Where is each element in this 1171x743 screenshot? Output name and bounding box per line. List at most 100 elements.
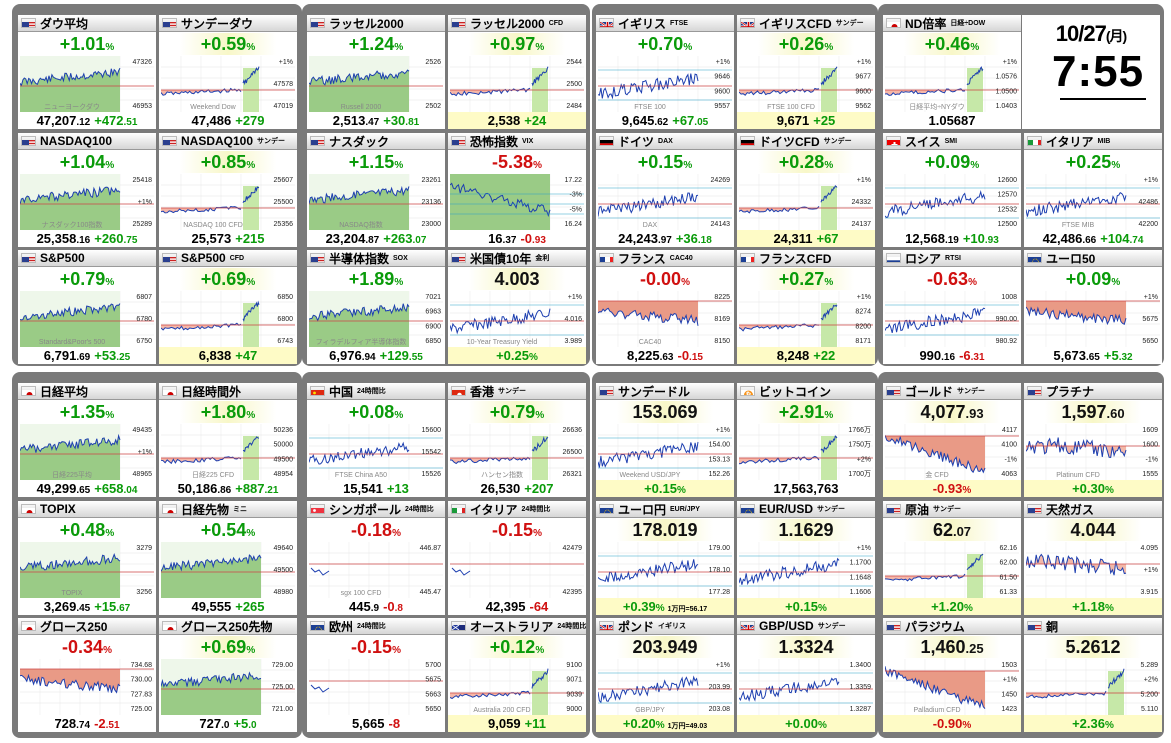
- axis-tick-label: 48954: [274, 471, 294, 478]
- market-tile[interactable]: グロース250先物 +0.69% 729.00 725.00 721.00 727.0 +5…: [159, 618, 297, 732]
- market-tile[interactable]: ユーロ50 +0.09% +1% 5675 5650 5,673.65 +5.32: [1024, 250, 1162, 364]
- tile-change: +0.08%: [348, 402, 404, 422]
- market-tile[interactable]: ラッセル2000 +1.24% Russell 2000 2526 2502 2,513.…: [307, 15, 445, 129]
- market-tile[interactable]: TOPIX +0.48% TOPIX 3279 3256 3,269.45 +15.67: [18, 501, 156, 615]
- market-tile[interactable]: ND倍率 日経÷DOW +0.46% 日経平均÷NYダウ +1% 1.0576 1.0500…: [883, 15, 1021, 129]
- axis-tick-label: 203.08: [709, 706, 731, 713]
- tile-subtitle: ミニ: [233, 506, 248, 513]
- market-tile[interactable]: フランス CAC40 -0.00% CAC40 8225 8169 8150 8,225.63…: [596, 250, 734, 364]
- market-tile[interactable]: 日経先物 ミニ +0.54% 49640 49500 48980 49,555 +265: [159, 501, 297, 615]
- market-tile[interactable]: 中国 24時間比 +0.08% FTSE China A50 15600 15542 155…: [307, 383, 445, 497]
- market-tile[interactable]: 銅 5.2612 5.289 +2% 5.200 5.110 +2.36%: [1024, 618, 1162, 732]
- tile-subtitle: SOX: [393, 254, 408, 262]
- market-tile[interactable]: スイス SMI +0.09% 12600 12570 12532 12500 12,568.1…: [883, 133, 1021, 247]
- market-tile[interactable]: 欧州 24時間比 -0.15% 5700 5675 5663 5650 5,665 -8: [307, 618, 445, 732]
- axis-tick-label: 5675: [425, 677, 441, 684]
- tile-price: 9,059 +11: [448, 715, 586, 732]
- market-tile[interactable]: ナスダック +1.15% NASDAQ指数 23261 23136 23000 23,204…: [307, 133, 445, 247]
- axis-tick-label: 1.1648: [850, 574, 872, 581]
- tile-subtitle: CFD: [229, 254, 245, 262]
- axis-tick-label: +1%: [1003, 677, 1017, 684]
- axis-tick-label: 3279: [136, 545, 152, 552]
- eu-flag-icon: [1027, 253, 1042, 263]
- market-tile[interactable]: NASDAQ100 サンデー +0.85% NASDAQ 100 CFD 25607 25…: [159, 133, 297, 247]
- us-flag-icon: [451, 136, 466, 146]
- market-tile[interactable]: ポンド イギリス 203.949 GBP/JPY +1% 203.99 203.08 +0.2…: [596, 618, 734, 732]
- price-chart: +1% 1.1700 1.1648 1.1606: [738, 542, 873, 598]
- market-tile[interactable]: 天然ガス 4.044 4.095 +1% 3.915 +1.18%: [1024, 501, 1162, 615]
- price-chart: 6850 6800 6743: [160, 291, 295, 347]
- market-tile[interactable]: シンガポール 24時間比 -0.18% sgx 100 CFD 446.87 445.47…: [307, 501, 445, 615]
- market-tile[interactable]: パラジウム 1,460.25 Palladium CFD 1503 +1% 1450 142…: [883, 618, 1021, 732]
- tile-header: ユーロ円 EUR/JPY: [596, 501, 734, 518]
- tile-price: 2,513.47 +30.81: [332, 113, 420, 128]
- sg-flag-icon: [310, 504, 325, 514]
- market-tile[interactable]: 恐怖指数 VIX -5.38% 17.22 -3% -5% 16.24 16.37 -0.93: [448, 133, 586, 247]
- tile-name: TOPIX: [40, 502, 76, 516]
- market-tile[interactable]: NASDAQ100 +1.04% ナスダック100指数 25418 +1% 25289 25…: [18, 133, 156, 247]
- tile-price: 15,541 +13: [343, 481, 409, 496]
- tile-change: -0.15%: [351, 637, 401, 657]
- axis-tick-label: 990.00: [996, 316, 1018, 323]
- market-tile[interactable]: イギリス FTSE +0.70% FTSE 100 +1% 9646 9600 9557 9,6…: [596, 15, 734, 129]
- axis-tick-label: +2%: [857, 456, 871, 463]
- axis-tick-label: 49500: [274, 567, 294, 574]
- axis-tick-label: 48980: [274, 589, 294, 596]
- market-tile[interactable]: プラチナ 1,597.60 Platinum CFD 1609 1600 -1% 1555 +…: [1024, 383, 1162, 497]
- market-tile[interactable]: GBP/USD サンデー 1.3324 1.3400 1.3359 1.3287 +0.00…: [737, 618, 875, 732]
- market-tile[interactable]: EUR/USD サンデー 1.1629 +1% 1.1700 1.1648 1.1606 +0…: [737, 501, 875, 615]
- tile-header: イタリア 24時間比: [448, 501, 586, 518]
- market-tile[interactable]: 原油 サンデー 62.07 62.16 62.00 61.50 61.33 +1.20%: [883, 501, 1021, 615]
- axis-tick-label: 42395: [563, 589, 583, 596]
- us-flag-icon: [886, 386, 901, 396]
- market-tile[interactable]: ₿ ビットコイン +2.91% 1766万 1750万 +2% 1700万 17,563,76…: [737, 383, 875, 497]
- market-tile[interactable]: ラッセル2000 CFD +0.97% 2544 2500 2484 2,538 +24: [448, 15, 586, 129]
- market-tile[interactable]: 香港 サンデー +0.79% ハンセン指数 26636 26500 26321 26,530 +…: [448, 383, 586, 497]
- market-tile[interactable]: ドイツ DAX +0.15% DAX 24269 24143 24,243.97 +36.18: [596, 133, 734, 247]
- market-tile[interactable]: S&P500 CFD +0.69% 6850 6800 6743 6,838 +47: [159, 250, 297, 364]
- tile-change: -0.15%: [492, 520, 542, 540]
- market-tile[interactable]: オーストラリア 24時間比 +0.12% Australia 200 CFD 9100 9…: [448, 618, 586, 732]
- axis-tick-label: 23000: [422, 221, 442, 228]
- market-tile[interactable]: グロース250 -0.34% 734.68 730.00 727.83 725.00 728…: [18, 618, 156, 732]
- market-tile[interactable]: イギリスCFD サンデー +0.26% FTSE 100 CFD +1% 9677 9600…: [737, 15, 875, 129]
- tile-header: スイス SMI: [883, 133, 1021, 150]
- market-tile[interactable]: ロシア RTSI -0.63% 1008 990.00 980.92 990.16 -6.31: [883, 250, 1021, 364]
- axis-tick-label: +1%: [857, 294, 871, 301]
- axis-tick-label: 24137: [852, 221, 872, 228]
- fr-flag-icon: [740, 253, 755, 263]
- axis-tick-label: +1%: [138, 449, 152, 456]
- price-chart: フィラデルフィア半導体指数 7021 6963 6900 6850: [308, 291, 443, 347]
- axis-tick-label: 3.989: [564, 338, 582, 345]
- market-tile[interactable]: ドイツCFD サンデー +0.28% +1% 24332 24137 24,311 +67: [737, 133, 875, 247]
- market-tile[interactable]: ユーロ円 EUR/JPY 178.019 179.00 178.10 177.28 +0.3…: [596, 501, 734, 615]
- tile-name: プラチナ: [1046, 384, 1095, 399]
- market-tile[interactable]: イタリア MIB +0.25% FTSE MIB +1% 42486 42200 42,486…: [1024, 133, 1162, 247]
- tile-name: ゴールド: [905, 384, 954, 399]
- axis-tick-label: 23136: [422, 199, 442, 206]
- tile-price: 728.74 -2.51: [54, 716, 120, 731]
- market-tile[interactable]: S&P500 +0.79% Standard&Poor's 500 6807 6780 6…: [18, 250, 156, 364]
- axis-tick-label: 1423: [1001, 706, 1017, 713]
- market-tile[interactable]: サンデーダウ +0.59% Weekend Dow +1% 47578 47019 47,4…: [159, 15, 297, 129]
- market-tile[interactable]: サンデードル 153.069 Weekend USD/JPY +1% 154.00 153…: [596, 383, 734, 497]
- tile-header: イタリア MIB: [1024, 133, 1162, 150]
- chart-watermark: Platinum CFD: [1056, 472, 1100, 479]
- axis-tick-label: 6900: [425, 323, 441, 330]
- tile-name: 銅: [1046, 619, 1059, 634]
- axis-tick-label: 62.00: [999, 560, 1017, 567]
- axis-tick-label: 48965: [133, 471, 153, 478]
- axis-tick-label: 46953: [133, 103, 153, 110]
- tile-subtitle: サンデー: [957, 388, 986, 395]
- market-tile[interactable]: 日経平均 +1.35% 日経225平均 49435 +1% 48965 49,299.65 +…: [18, 383, 156, 497]
- market-tile[interactable]: ダウ平均 +1.01% ニューヨークダウ 47326 46953 47,207.12 +47…: [18, 15, 156, 129]
- market-tile[interactable]: イタリア 24時間比 -0.15% 42479 42395 42,395 -64: [448, 501, 586, 615]
- market-tile[interactable]: 日経時間外 +1.80% 日経225 CFD 50236 50000 49500 48954…: [159, 383, 297, 497]
- market-tile[interactable]: フランスCFD +0.27% +1% 8274 8200 8171 8,248 +22: [737, 250, 875, 364]
- market-tile[interactable]: ゴールド サンデー 4,077.93 金 CFD 4117 4100 -1% 4063 -0.9…: [883, 383, 1021, 497]
- tile-subtitle: 24時間比: [557, 623, 586, 630]
- axis-tick-label: 734.68: [131, 662, 153, 669]
- market-tile[interactable]: 半導体指数 SOX +1.89% フィラデルフィア半導体指数 7021 6963 6900 6…: [307, 250, 445, 364]
- tile-name: S&P500: [40, 251, 85, 265]
- market-tile[interactable]: 米国債10年 金利 4.003 10-Year Treasury Yield +1% 4.…: [448, 250, 586, 364]
